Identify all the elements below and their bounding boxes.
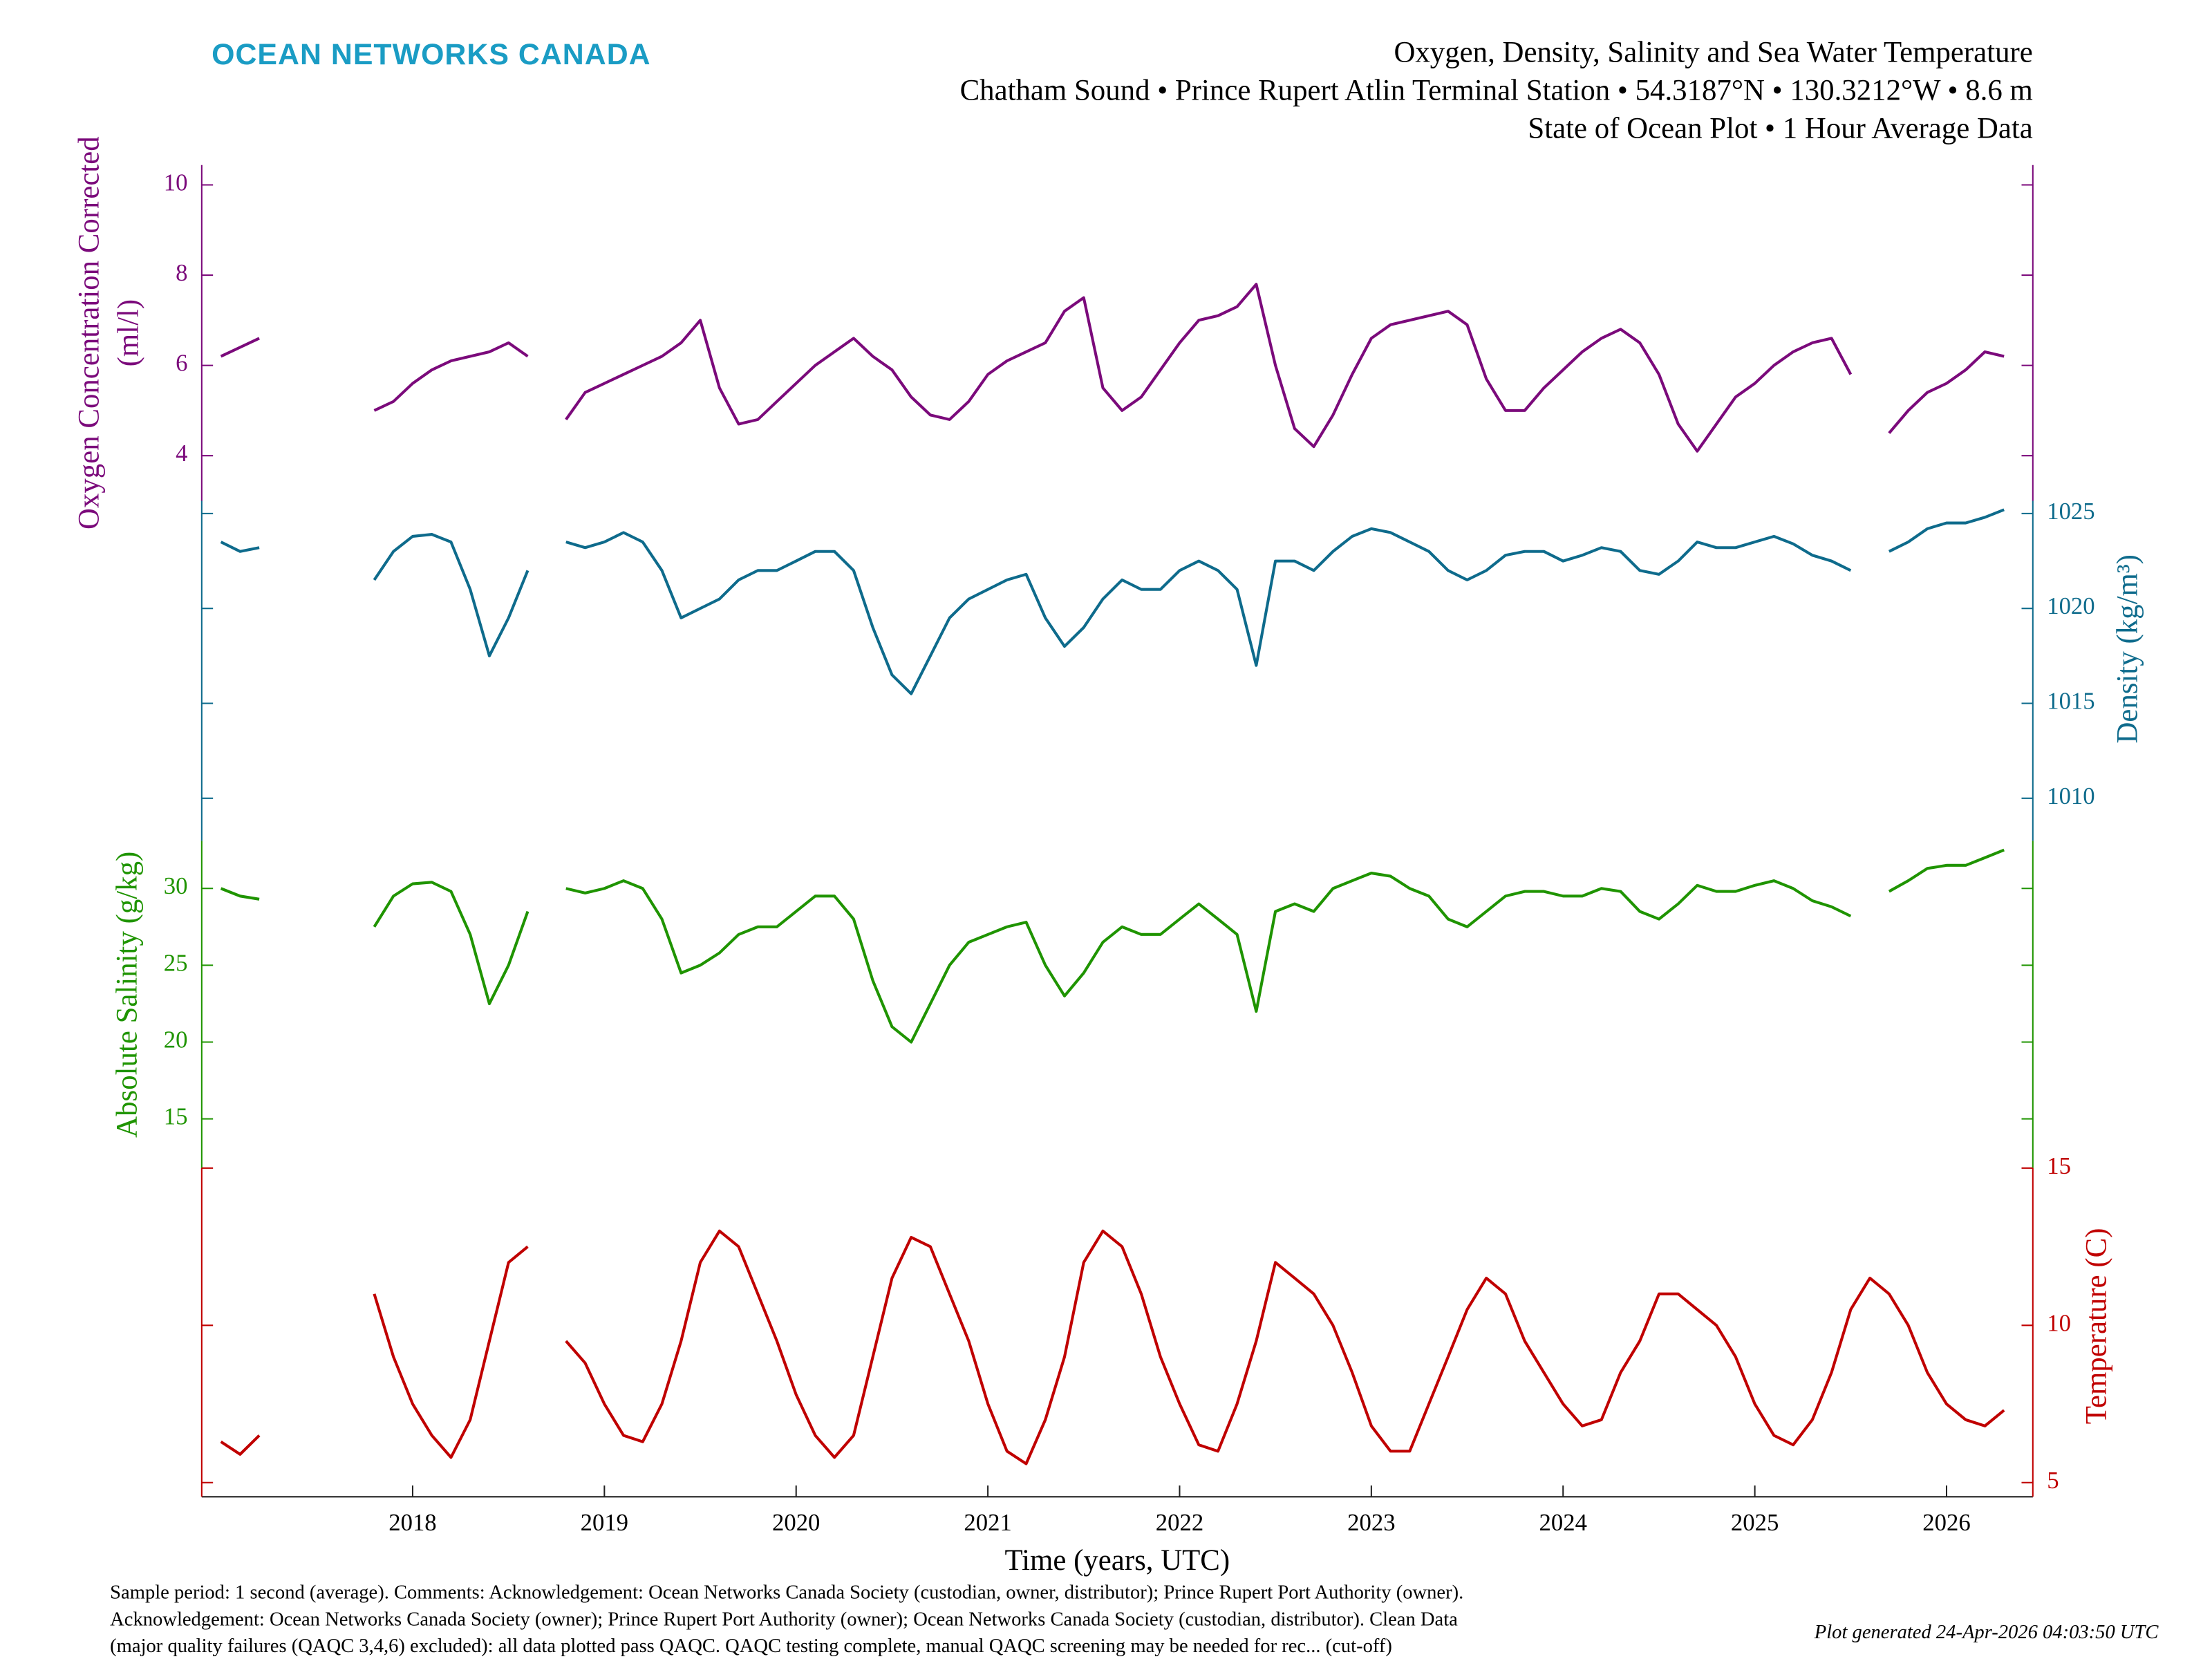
y-tick-label: 1025 bbox=[2047, 498, 2094, 525]
x-tick-label: 2025 bbox=[1731, 1509, 1779, 1536]
x-tick-label: 2023 bbox=[1347, 1509, 1395, 1536]
data-line bbox=[220, 1229, 2005, 1465]
x-tick-label: 2021 bbox=[964, 1509, 1011, 1536]
y-tick-label: 10 bbox=[2047, 1309, 2071, 1336]
chart-subtitle: Chatham Sound • Prince Rupert Atlin Term… bbox=[960, 75, 2033, 107]
y-tick-label: 15 bbox=[2047, 1152, 2071, 1179]
y-axis-label: Density (kg/m³) bbox=[2111, 554, 2144, 743]
x-tick-label: 2022 bbox=[1156, 1509, 1203, 1536]
chart-subtitle: State of Ocean Plot • 1 Hour Average Dat… bbox=[1528, 113, 2032, 145]
y-tick-label: 20 bbox=[164, 1026, 188, 1053]
y-tick-label: 10 bbox=[164, 169, 188, 196]
y-axis-label: (ml/l) bbox=[113, 299, 145, 367]
y-tick-label: 5 bbox=[2047, 1467, 2059, 1494]
x-tick-label: 2018 bbox=[388, 1509, 436, 1536]
y-tick-label: 4 bbox=[176, 440, 187, 467]
y-tick-label: 15 bbox=[164, 1103, 188, 1130]
y-tick-label: 30 bbox=[164, 872, 188, 899]
generated-note: Plot generated 24-Apr-2026 04:03:50 UTC bbox=[1814, 1622, 2159, 1643]
chart-title: Oxygen, Density, Salinity and Sea Water … bbox=[1394, 36, 2032, 68]
y-tick-label: 1015 bbox=[2047, 687, 2094, 714]
data-line bbox=[220, 848, 2005, 1044]
x-axis-label: Time (years, UTC) bbox=[1004, 1544, 1230, 1577]
data-line bbox=[220, 508, 2005, 695]
footnote: Sample period: 1 second (average). Comme… bbox=[110, 1582, 1463, 1604]
footnote: (major quality failures (QAQC 3,4,6) exc… bbox=[110, 1635, 1392, 1657]
x-tick-label: 2026 bbox=[1922, 1509, 1970, 1536]
y-tick-label: 1010 bbox=[2047, 782, 2094, 809]
y-axis-label: Oxygen Concentration Corrected bbox=[73, 136, 105, 529]
x-tick-label: 2020 bbox=[772, 1509, 820, 1536]
y-tick-label: 8 bbox=[176, 259, 187, 286]
y-tick-label: 25 bbox=[164, 949, 188, 976]
x-tick-label: 2019 bbox=[581, 1509, 628, 1536]
x-tick-label: 2024 bbox=[1539, 1509, 1587, 1536]
footnote: Acknowledgement: Ocean Networks Canada S… bbox=[110, 1609, 1458, 1630]
data-line bbox=[220, 283, 2005, 453]
y-axis-label: Temperature (C) bbox=[2081, 1228, 2113, 1425]
y-tick-label: 6 bbox=[176, 350, 187, 377]
y-tick-label: 1020 bbox=[2047, 592, 2094, 619]
y-axis-label: Absolute Salinity (g/kg) bbox=[111, 852, 144, 1138]
brand: OCEAN NETWORKS CANADA bbox=[212, 38, 651, 71]
